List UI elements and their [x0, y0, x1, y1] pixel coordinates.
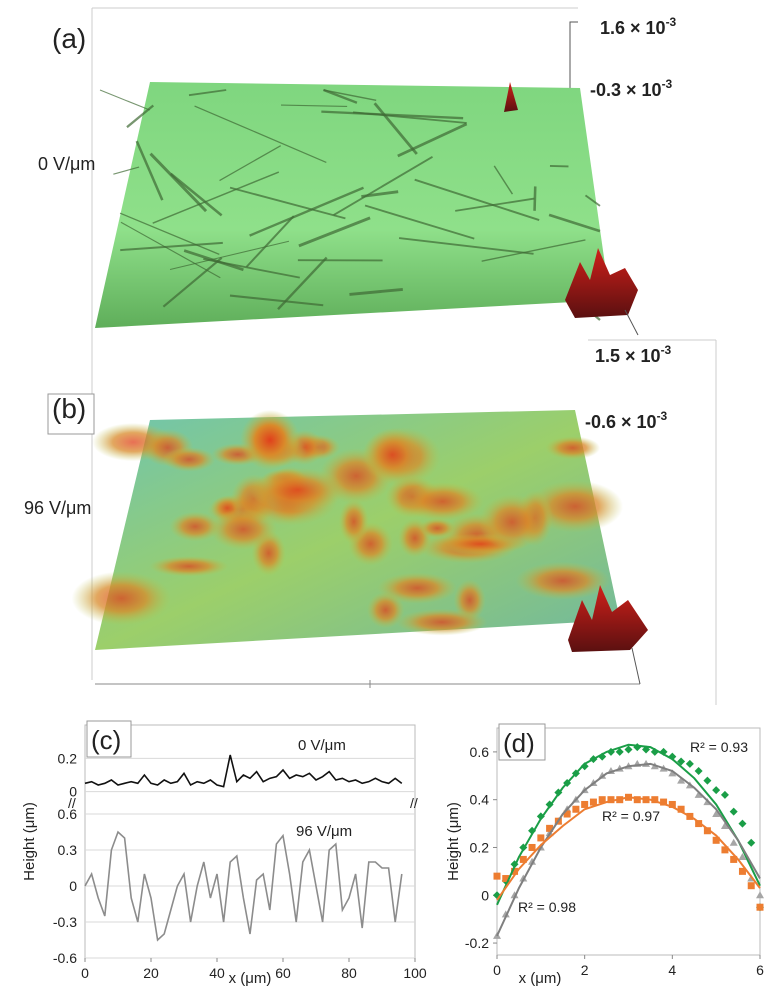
scratch: [100, 90, 150, 110]
y-tick-label: -0.3: [53, 914, 77, 930]
r2-annotation: R² = 0.98: [518, 899, 576, 915]
y-tick-label: 0: [69, 878, 77, 894]
field-label: 0 V/μm: [38, 154, 95, 174]
r2-annotation: R² = 0.97: [602, 808, 660, 824]
x-axis-title: x (μm): [519, 970, 562, 987]
data-point: [747, 839, 755, 847]
series-label: 0 V/μm: [298, 737, 346, 754]
bump: [364, 428, 421, 481]
data-point: [757, 904, 764, 911]
bump: [396, 609, 487, 636]
data-point: [537, 834, 544, 841]
scale-label: -0.3 × 10-3: [590, 77, 673, 100]
data-point: [625, 746, 633, 754]
bump: [419, 518, 456, 538]
x-tick-label: 6: [756, 962, 764, 978]
x-axis-title: x (μm): [229, 970, 272, 987]
data-point: [572, 806, 579, 813]
scale-exponent: -3: [661, 343, 672, 357]
data-point: [581, 801, 588, 808]
y-tick-label: 0.3: [58, 842, 78, 858]
x-tick-label: 40: [209, 965, 225, 981]
y-tick-label: -0.2: [465, 935, 489, 951]
data-point: [529, 844, 536, 851]
scale-label: -0.6 × 10-3: [585, 409, 668, 432]
bump: [163, 447, 216, 472]
plot-frame: [85, 725, 415, 958]
scale-exponent: -3: [657, 409, 668, 423]
data-point: [633, 743, 641, 751]
bump: [479, 494, 545, 550]
x-tick-label: 4: [668, 962, 676, 978]
data-point: [748, 882, 755, 889]
scale-label: 1.6 × 10-3: [600, 15, 677, 38]
panel-label: (c): [91, 725, 121, 755]
y-tick-label: 0.6: [470, 744, 490, 760]
y2-tick-label: 0.2: [58, 750, 78, 766]
x-tick-label: 0: [493, 962, 501, 978]
y-axis-title: Height (μm): [21, 802, 38, 881]
x-tick-label: 100: [403, 965, 427, 981]
bump: [240, 410, 300, 470]
profile-line: [85, 755, 402, 787]
bump: [250, 468, 346, 512]
y-tick-label: 0.2: [470, 839, 490, 855]
bump: [339, 499, 369, 544]
scratch: [550, 166, 569, 167]
panel-label: (b): [52, 393, 86, 424]
data-point: [738, 820, 746, 828]
y-axis-title: Height (μm): [445, 802, 462, 881]
field-label: 96 V/μm: [24, 498, 91, 518]
scale-exponent: -3: [666, 15, 677, 29]
y-tick-label: 0: [481, 887, 489, 903]
figure: (a)0 V/μm1.6 × 10-3-0.3 × 10-3(b)96 V/μm…: [0, 0, 765, 989]
panel-label: (a): [52, 23, 86, 54]
y-tick-label: 0.4: [470, 792, 490, 808]
data-point: [703, 777, 711, 785]
x-tick-label: 0: [81, 965, 89, 981]
data-point: [686, 760, 694, 768]
break-mark: //: [410, 795, 418, 811]
bump: [377, 573, 457, 604]
scale-exponent: -3: [662, 77, 673, 91]
panel-label: (d): [503, 728, 535, 758]
data-point: [695, 767, 703, 775]
x-tick-label: 20: [143, 965, 159, 981]
data-point: [756, 891, 764, 898]
scale-label: 1.5 × 10-3: [595, 343, 672, 366]
x-tick-label: 60: [275, 965, 291, 981]
bump: [515, 562, 610, 600]
data-point: [494, 873, 501, 880]
bump: [545, 436, 600, 459]
scale-base: 1.6 × 10: [600, 18, 666, 38]
scale-base: 1.5 × 10: [595, 346, 661, 366]
x-tick-label: 80: [341, 965, 357, 981]
data-point: [712, 786, 720, 794]
bump: [210, 509, 277, 550]
bump: [402, 482, 484, 521]
scale-base: -0.3 × 10: [590, 80, 662, 100]
scratch: [535, 186, 536, 210]
y-tick-label: -0.6: [53, 950, 77, 966]
break-mark: //: [68, 795, 76, 811]
r2-annotation: R² = 0.93: [690, 739, 748, 755]
data-point: [721, 791, 729, 799]
data-point: [730, 808, 738, 816]
x-tick-label: 2: [581, 962, 589, 978]
bump: [149, 556, 229, 577]
series-label: 96 V/μm: [296, 823, 352, 840]
bump: [72, 571, 172, 625]
scale-base: -0.6 × 10: [585, 412, 657, 432]
